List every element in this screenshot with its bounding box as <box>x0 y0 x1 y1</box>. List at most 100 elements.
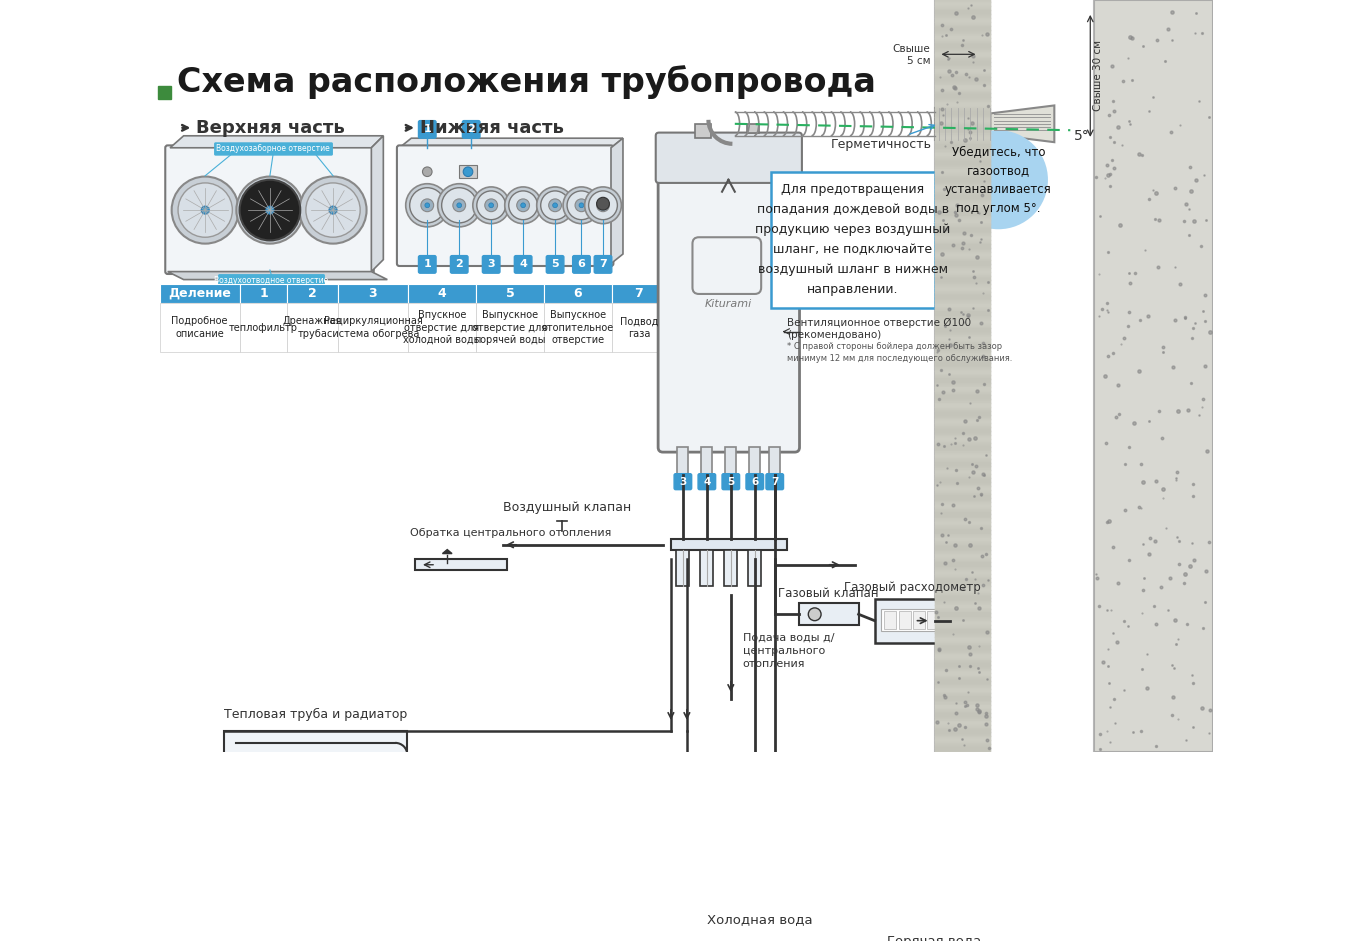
FancyBboxPatch shape <box>594 256 612 273</box>
Text: Холодная вода: Холодная вода <box>707 913 812 926</box>
Circle shape <box>567 191 596 219</box>
Bar <box>337 303 409 352</box>
Text: Выпускное
отверстие для
горячей воды: Выпускное отверстие для горячей воды <box>472 311 548 345</box>
Bar <box>747 124 758 134</box>
Text: Воздушный клапан: Воздушный клапан <box>503 502 631 514</box>
Circle shape <box>441 187 476 223</box>
Text: Горячая вода: Горячая вода <box>886 934 981 941</box>
Text: 5: 5 <box>727 477 734 486</box>
Bar <box>935 108 990 140</box>
Circle shape <box>406 183 449 227</box>
Bar <box>409 303 476 352</box>
Text: Для предотвращения
попадания дождевой воды в
продукцию через воздушный
шланг, не: Для предотвращения попадания дождевой во… <box>755 183 950 296</box>
Bar <box>913 611 925 629</box>
Text: 5: 5 <box>506 287 514 299</box>
FancyBboxPatch shape <box>514 256 532 273</box>
Polygon shape <box>371 136 383 272</box>
Bar <box>612 303 666 352</box>
FancyBboxPatch shape <box>573 256 591 273</box>
Text: 1: 1 <box>424 124 432 135</box>
Circle shape <box>575 199 588 212</box>
Circle shape <box>563 187 600 224</box>
Circle shape <box>421 199 433 212</box>
Text: 3: 3 <box>368 287 378 299</box>
Circle shape <box>579 203 584 208</box>
Bar <box>881 609 944 631</box>
Bar <box>724 550 737 586</box>
Text: Подвод
газа: Подвод газа <box>619 316 658 339</box>
Circle shape <box>236 177 304 244</box>
Text: Kiturami: Kiturami <box>704 298 751 309</box>
Text: 2: 2 <box>309 287 317 299</box>
Circle shape <box>425 203 430 208</box>
Bar <box>676 550 689 586</box>
Text: Обратка центрального отопления: Обратка центрального отопления <box>410 528 612 538</box>
FancyBboxPatch shape <box>214 143 332 155</box>
Text: 6: 6 <box>751 477 758 486</box>
Circle shape <box>201 206 209 215</box>
Circle shape <box>306 183 360 237</box>
Bar <box>224 731 407 883</box>
Bar <box>884 611 896 629</box>
Circle shape <box>505 187 541 224</box>
Polygon shape <box>167 272 387 279</box>
Polygon shape <box>990 105 1055 142</box>
Circle shape <box>476 191 506 219</box>
Text: 7: 7 <box>599 260 607 269</box>
Text: теплофильтр: теплофильтр <box>229 323 298 332</box>
FancyBboxPatch shape <box>656 133 801 183</box>
Bar <box>695 124 711 138</box>
Text: Вентиляционное отверстие Ø100
(рекомендовано): Вентиляционное отверстие Ø100 (рекомендо… <box>786 318 971 340</box>
Text: Подача воды д/
центрального
отопления: Подача воды д/ центрального отопления <box>743 632 834 669</box>
Bar <box>1094 0 1213 752</box>
Circle shape <box>588 191 618 219</box>
Circle shape <box>422 167 432 177</box>
Circle shape <box>243 183 297 237</box>
Circle shape <box>240 180 301 241</box>
Bar <box>158 87 171 99</box>
Circle shape <box>472 187 510 224</box>
Text: Верхняя часть: Верхняя часть <box>197 119 345 136</box>
Text: Рециркуляционная
система обогрева: Рециркуляционная система обогрева <box>324 316 422 339</box>
Bar <box>415 559 507 570</box>
Bar <box>476 303 544 352</box>
Bar <box>544 283 612 303</box>
Circle shape <box>266 206 274 215</box>
Bar <box>159 283 240 303</box>
Polygon shape <box>170 136 383 148</box>
Circle shape <box>488 203 494 208</box>
Text: * С правой стороны бойлера должен быть зазор
минимум 12 мм для последующего обсл: * С правой стороны бойлера должен быть з… <box>786 342 1012 362</box>
Text: Подробное
описание: Подробное описание <box>171 316 228 339</box>
FancyBboxPatch shape <box>418 256 436 273</box>
Bar <box>749 550 761 586</box>
Text: 3: 3 <box>680 477 687 486</box>
Text: 2: 2 <box>467 124 475 135</box>
Circle shape <box>410 187 445 223</box>
Bar <box>935 0 990 752</box>
Text: Воздухоотводное отверстие: Воздухоотводное отверстие <box>214 277 329 285</box>
FancyBboxPatch shape <box>463 120 480 138</box>
Circle shape <box>808 608 822 621</box>
Circle shape <box>584 187 622 224</box>
Bar <box>877 922 901 933</box>
FancyBboxPatch shape <box>451 256 468 273</box>
Bar <box>240 283 287 303</box>
Text: Герметичность: Герметичность <box>831 124 935 151</box>
Text: Воздухозаборное отверстие: Воздухозаборное отверстие <box>216 145 331 153</box>
Text: 2: 2 <box>456 260 463 269</box>
Circle shape <box>437 183 480 227</box>
Bar <box>287 303 337 352</box>
Text: Свыше
5 см: Свыше 5 см <box>893 44 931 66</box>
Bar <box>544 303 612 352</box>
Text: 7: 7 <box>772 477 778 486</box>
Bar <box>874 599 951 643</box>
Circle shape <box>541 191 569 219</box>
Circle shape <box>453 199 465 212</box>
Text: 7: 7 <box>634 287 643 299</box>
FancyBboxPatch shape <box>166 145 374 274</box>
Bar <box>927 611 939 629</box>
Circle shape <box>521 203 526 208</box>
FancyBboxPatch shape <box>483 256 500 273</box>
Polygon shape <box>442 550 452 553</box>
Circle shape <box>948 130 1048 230</box>
